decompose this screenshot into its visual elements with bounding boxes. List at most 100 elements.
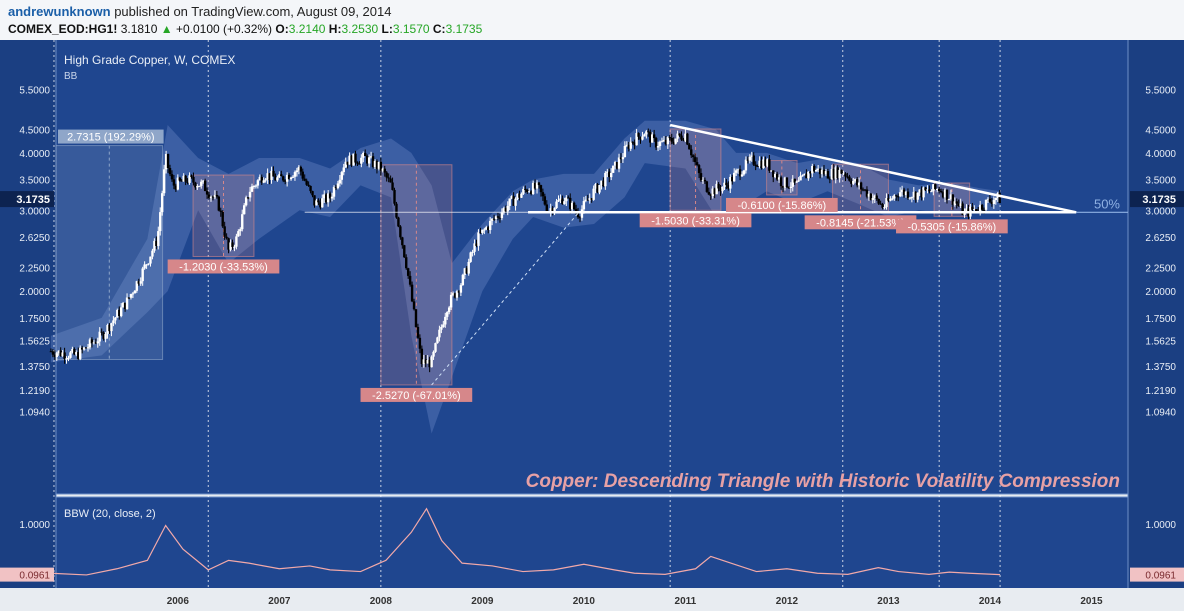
candle-body bbox=[561, 198, 564, 205]
published-text: published on TradingView.com, August 09,… bbox=[114, 4, 392, 19]
candle-body bbox=[649, 131, 652, 143]
candle-body bbox=[311, 191, 314, 196]
candle-body bbox=[221, 211, 224, 227]
candle-body bbox=[59, 350, 62, 357]
y-tick-left-2: 4.0000 bbox=[19, 149, 50, 160]
candle-body bbox=[731, 176, 734, 182]
candle-body bbox=[463, 268, 466, 275]
candle-body bbox=[734, 170, 738, 173]
candle-body bbox=[416, 326, 420, 338]
candle-body bbox=[787, 187, 791, 189]
candle-body bbox=[473, 243, 476, 252]
candle-body bbox=[652, 134, 656, 139]
candle-body bbox=[252, 185, 256, 187]
candle-body bbox=[606, 171, 609, 173]
chart-area[interactable]: 50% 2.7315 (192.29%) -1.2030 (-33.53%) -2.… bbox=[0, 40, 1184, 611]
candle-body bbox=[350, 155, 353, 166]
candle-body bbox=[785, 177, 789, 188]
chart-header: andrewunknown published on TradingView.c… bbox=[0, 0, 1184, 40]
candle-body bbox=[225, 236, 228, 239]
candle-body bbox=[705, 181, 709, 192]
last-price-label-left: 3.1735 bbox=[16, 194, 50, 206]
candle-body bbox=[209, 196, 213, 199]
candle-body bbox=[684, 133, 687, 141]
candle-body bbox=[688, 144, 691, 150]
candle-body bbox=[569, 197, 572, 210]
candle-body bbox=[53, 354, 57, 357]
candle-body bbox=[270, 170, 273, 180]
measurement-labels: 2.7315 (192.29%) -1.2030 (-33.53%) -2.5270… bbox=[58, 129, 1008, 402]
measure-label-bg-5 bbox=[804, 215, 917, 230]
candle-body bbox=[770, 170, 773, 172]
candle-body bbox=[278, 174, 281, 178]
candle-body bbox=[744, 159, 748, 171]
candle-body bbox=[51, 351, 55, 355]
candle-body bbox=[750, 155, 753, 157]
close-label: C: bbox=[432, 22, 446, 36]
indicator-label: BB bbox=[64, 71, 78, 82]
annotation-title: Copper: Descending Triangle with Histori… bbox=[526, 471, 1120, 492]
candle-body bbox=[352, 153, 355, 166]
last-price: 3.1810 bbox=[120, 22, 158, 36]
candle-body bbox=[168, 168, 172, 175]
candle-body bbox=[643, 134, 646, 137]
publish-line: andrewunknown published on TradingView.c… bbox=[8, 4, 391, 19]
candle-body bbox=[71, 348, 74, 353]
candle-body bbox=[992, 200, 996, 204]
author-link[interactable]: andrewunknown bbox=[8, 4, 111, 19]
candle-body bbox=[756, 166, 759, 168]
candle-body bbox=[820, 169, 824, 175]
x-tick-9: 2015 bbox=[1080, 596, 1103, 607]
candle-body bbox=[131, 293, 135, 295]
candle-body bbox=[662, 139, 666, 142]
y-tick-right-8: 1.7500 bbox=[1145, 314, 1176, 325]
candle-body bbox=[151, 250, 154, 257]
candle-body bbox=[362, 152, 365, 158]
candle-body bbox=[444, 316, 447, 325]
candle-body bbox=[727, 185, 730, 189]
candle-body bbox=[420, 348, 424, 365]
candle-body bbox=[582, 201, 586, 210]
candle-body bbox=[391, 182, 394, 190]
candle-body bbox=[237, 231, 240, 237]
candle-body bbox=[282, 176, 285, 181]
candle-body bbox=[518, 193, 521, 198]
candle-body bbox=[414, 309, 418, 327]
candle-body bbox=[656, 146, 660, 148]
candle-body bbox=[729, 176, 732, 189]
candle-body bbox=[537, 182, 541, 186]
candle-body bbox=[541, 192, 545, 197]
candle-body bbox=[803, 173, 806, 176]
candle-body bbox=[658, 141, 662, 147]
quote-line: COMEX_EOD:HG1! 3.1810 ▲ +0.0100 (+0.32%)… bbox=[8, 22, 482, 36]
candle-body bbox=[623, 146, 627, 158]
candle-body bbox=[280, 174, 283, 177]
candle-body bbox=[772, 170, 775, 178]
price-candles bbox=[49, 128, 1001, 373]
candle-body bbox=[162, 169, 166, 194]
candle-body bbox=[492, 218, 496, 220]
candle-body bbox=[313, 195, 316, 206]
candle-body bbox=[973, 209, 976, 211]
candle-body bbox=[904, 191, 908, 196]
bbw-label: BBW (20, close, 2) bbox=[64, 508, 156, 520]
candle-body bbox=[697, 165, 701, 174]
candle-body bbox=[926, 189, 929, 191]
candle-body bbox=[914, 191, 917, 200]
candle-body bbox=[248, 191, 252, 198]
candle-body bbox=[557, 200, 560, 202]
candle-body bbox=[84, 347, 88, 349]
candle-body bbox=[832, 168, 835, 179]
x-axis bbox=[0, 588, 1184, 611]
candle-body bbox=[857, 182, 861, 186]
candle-body bbox=[834, 167, 837, 179]
candle-body bbox=[816, 168, 820, 171]
candle-body bbox=[535, 182, 539, 189]
candle-body bbox=[287, 174, 291, 180]
candle-body bbox=[233, 246, 236, 248]
candle-body bbox=[838, 169, 841, 179]
candle-body bbox=[190, 175, 193, 177]
candle-body bbox=[865, 189, 869, 197]
candle-body bbox=[859, 182, 863, 190]
candle-body bbox=[399, 226, 402, 238]
